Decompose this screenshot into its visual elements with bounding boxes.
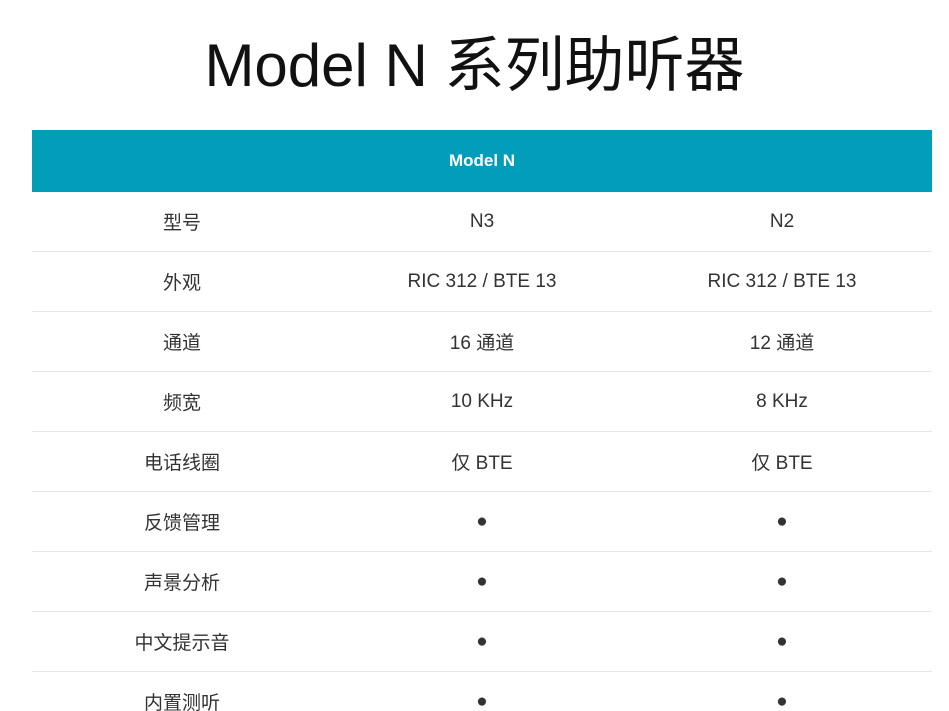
table-head: Model N xyxy=(32,130,932,192)
cell-value: N3 xyxy=(332,192,632,252)
header-row: Model N xyxy=(32,130,932,192)
row-label: 中文提示音 xyxy=(32,611,332,672)
cell-value: ● xyxy=(632,551,932,612)
cell-value: RIC 312 / BTE 13 xyxy=(332,251,632,312)
table-body: 型号 N3 N2 外观 RIC 312 / BTE 13 RIC 312 / BTE 13… xyxy=(32,192,932,711)
cell-value: RIC 312 / BTE 13 xyxy=(632,251,932,312)
table-row: 外观 RIC 312 / BTE 13 RIC 312 / BTE 13 xyxy=(32,251,932,312)
cell-value: 仅 BTE xyxy=(632,431,932,492)
row-label: 外观 xyxy=(32,251,332,312)
table-row: 频宽 10 KHz 8 KHz xyxy=(32,371,932,432)
spec-table: Model N 型号 N3 N2 外观 RIC 312 / BTE 13 RIC 312 … xyxy=(32,130,932,711)
cell-value: 12 通道 xyxy=(632,311,932,372)
row-label: 电话线圈 xyxy=(32,431,332,492)
cell-value: 10 KHz xyxy=(332,371,632,432)
table-row: 型号 N3 N2 xyxy=(32,192,932,252)
row-label: 反馈管理 xyxy=(32,491,332,552)
row-label: 频宽 xyxy=(32,371,332,432)
table-row: 电话线圈仅 BTE 仅 BTE xyxy=(32,431,932,492)
cell-value: N2 xyxy=(632,192,932,252)
page-title: Model N 系列助听器 xyxy=(204,32,745,99)
cell-value: ● xyxy=(332,671,632,711)
table-row: 中文提示音 ● ● xyxy=(32,611,932,672)
row-label: 声景分析 xyxy=(32,551,332,612)
table-header: Model N xyxy=(32,130,932,192)
cell-value: ● xyxy=(332,491,632,552)
cell-value: ● xyxy=(632,611,932,672)
row-label: 通道 xyxy=(32,311,332,372)
table-row: 内置测听 ● ● xyxy=(32,671,932,711)
cell-value: ● xyxy=(632,491,932,552)
cell-value: 16 通道 xyxy=(332,311,632,372)
cell-value: ● xyxy=(332,551,632,612)
table-row: 反馈管理 ● ● xyxy=(32,491,932,552)
cell-value: ● xyxy=(632,671,932,711)
row-label: 型号 xyxy=(32,192,332,252)
table-row: 声景分析 ● ● xyxy=(32,551,932,612)
cell-value: ● xyxy=(332,611,632,672)
row-label: 内置测听 xyxy=(32,671,332,711)
cell-value: 仅 BTE xyxy=(332,431,632,492)
cell-value: 8 KHz xyxy=(632,371,932,432)
table-row: 通道 16 通道 12 通道 xyxy=(32,311,932,372)
